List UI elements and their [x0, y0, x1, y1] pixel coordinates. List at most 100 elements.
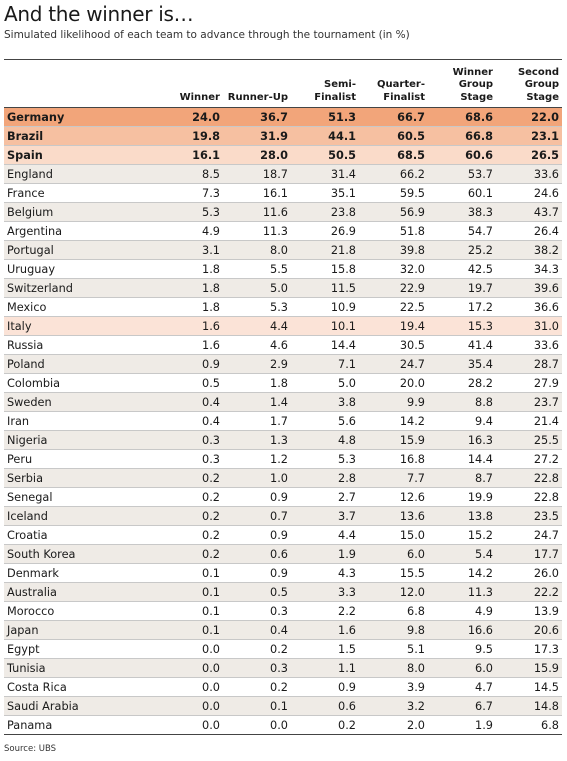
probability-value: 10.1 [291, 316, 359, 336]
chart-subtitle: Simulated likelihood of each team to adv… [4, 29, 410, 41]
team-name: Nigeria [4, 430, 162, 450]
probability-value: 0.3 [223, 658, 291, 678]
probability-value: 0.4 [162, 392, 223, 412]
column-header-line: Stage [526, 91, 559, 103]
header-row: Winner Runner-Up Semi- Finalist Quarter- Fina… [4, 61, 562, 108]
probability-value: 4.6 [223, 335, 291, 355]
probability-value: 28.2 [428, 373, 496, 393]
probability-value: 4.3 [291, 563, 359, 583]
probability-value: 2.9 [223, 354, 291, 374]
probability-value: 56.9 [359, 202, 428, 222]
probability-value: 0.3 [162, 449, 223, 469]
table-row: France 7.3 16.1 35.1 59.5 60.1 24.6 [4, 183, 562, 203]
probability-value: 51.3 [291, 107, 359, 127]
table-row: Australia 0.1 0.5 3.3 12.0 11.3 22.2 [4, 582, 562, 602]
probability-value: 4.9 [162, 221, 223, 241]
probability-value: 11.6 [223, 202, 291, 222]
probability-value: 16.8 [359, 449, 428, 469]
probability-value: 19.7 [428, 278, 496, 298]
probability-value: 11.3 [223, 221, 291, 241]
probability-value: 3.8 [291, 392, 359, 412]
table-row: Iceland 0.2 0.7 3.7 13.6 13.8 23.5 [4, 506, 562, 526]
probability-value: 33.6 [496, 335, 562, 355]
probability-value: 36.7 [223, 107, 291, 127]
probability-value: 13.8 [428, 506, 496, 526]
probability-value: 0.3 [162, 430, 223, 450]
probability-value: 6.0 [428, 658, 496, 678]
probability-value: 1.1 [291, 658, 359, 678]
probability-value: 44.1 [291, 126, 359, 146]
probability-value: 0.0 [162, 715, 223, 735]
column-header-line: Group [458, 79, 493, 90]
probability-value: 0.2 [162, 506, 223, 526]
table-row: Spain 16.1 28.0 50.5 68.5 60.6 26.5 [4, 145, 562, 165]
table-row: England 8.5 18.7 31.4 66.2 53.7 33.6 [4, 164, 562, 184]
probability-value: 34.3 [496, 259, 562, 279]
probability-table: Winner Runner-Up Semi- Finalist Quarter- Fina… [4, 61, 562, 735]
probability-value: 25.2 [428, 240, 496, 260]
table-row: Japan 0.1 0.4 1.6 9.8 16.6 20.6 [4, 620, 562, 640]
probability-value: 1.7 [223, 411, 291, 431]
team-name: South Korea [4, 544, 162, 564]
probability-value: 59.5 [359, 183, 428, 203]
probability-value: 32.0 [359, 259, 428, 279]
team-name: Colombia [4, 373, 162, 393]
probability-value: 26.4 [496, 221, 562, 241]
probability-value: 26.5 [496, 145, 562, 165]
probability-value: 0.3 [223, 601, 291, 621]
table-row: Uruguay 1.8 5.5 15.8 32.0 42.5 34.3 [4, 259, 562, 279]
probability-value: 36.6 [496, 297, 562, 317]
probability-value: 5.0 [223, 278, 291, 298]
column-header-line: Finalist [314, 91, 356, 103]
probability-value: 2.2 [291, 601, 359, 621]
probability-value: 0.5 [223, 582, 291, 602]
probability-value: 11.5 [291, 278, 359, 298]
probability-value: 50.5 [291, 145, 359, 165]
probability-value: 28.0 [223, 145, 291, 165]
probability-value: 66.8 [428, 126, 496, 146]
table-row: Italy 1.6 4.4 10.1 19.4 15.3 31.0 [4, 316, 562, 336]
probability-value: 4.4 [223, 316, 291, 336]
probability-value: 19.4 [359, 316, 428, 336]
column-header-line: Winner [452, 66, 493, 78]
team-name: Japan [4, 620, 162, 640]
probability-value: 22.5 [359, 297, 428, 317]
probability-value: 3.2 [359, 696, 428, 716]
column-header-line: Second [517, 66, 559, 78]
team-name: France [4, 183, 162, 203]
probability-value: 24.7 [496, 525, 562, 545]
probability-value: 9.5 [428, 639, 496, 659]
probability-value: 53.7 [428, 164, 496, 184]
probability-value: 0.5 [162, 373, 223, 393]
column-header-line: Finalist [383, 91, 425, 103]
team-name: Costa Rica [4, 677, 162, 697]
team-name: Panama [4, 715, 162, 735]
probability-value: 24.7 [359, 354, 428, 374]
probability-value: 1.6 [162, 335, 223, 355]
table-row: South Korea 0.2 0.6 1.9 6.0 5.4 17.7 [4, 544, 562, 564]
probability-value: 17.3 [496, 639, 562, 659]
probability-value: 60.6 [428, 145, 496, 165]
probability-value: 28.7 [496, 354, 562, 374]
probability-value: 7.3 [162, 183, 223, 203]
probability-value: 23.1 [496, 126, 562, 146]
table-row: Iran 0.4 1.7 5.6 14.2 9.4 21.4 [4, 411, 562, 431]
probability-value: 39.6 [496, 278, 562, 298]
probability-value: 54.7 [428, 221, 496, 241]
team-name: Germany [4, 107, 162, 127]
probability-value: 0.0 [162, 677, 223, 697]
probability-value: 16.1 [162, 145, 223, 165]
probability-value: 5.5 [223, 259, 291, 279]
probability-value: 1.5 [291, 639, 359, 659]
probability-value: 22.9 [359, 278, 428, 298]
probability-value: 35.1 [291, 183, 359, 203]
probability-value: 22.2 [496, 582, 562, 602]
probability-value: 8.0 [223, 240, 291, 260]
probability-value: 2.7 [291, 487, 359, 507]
probability-value: 23.8 [291, 202, 359, 222]
probability-value: 21.8 [291, 240, 359, 260]
probability-value: 5.1 [359, 639, 428, 659]
probability-value: 16.6 [428, 620, 496, 640]
header-team [4, 61, 162, 108]
probability-value: 11.3 [428, 582, 496, 602]
